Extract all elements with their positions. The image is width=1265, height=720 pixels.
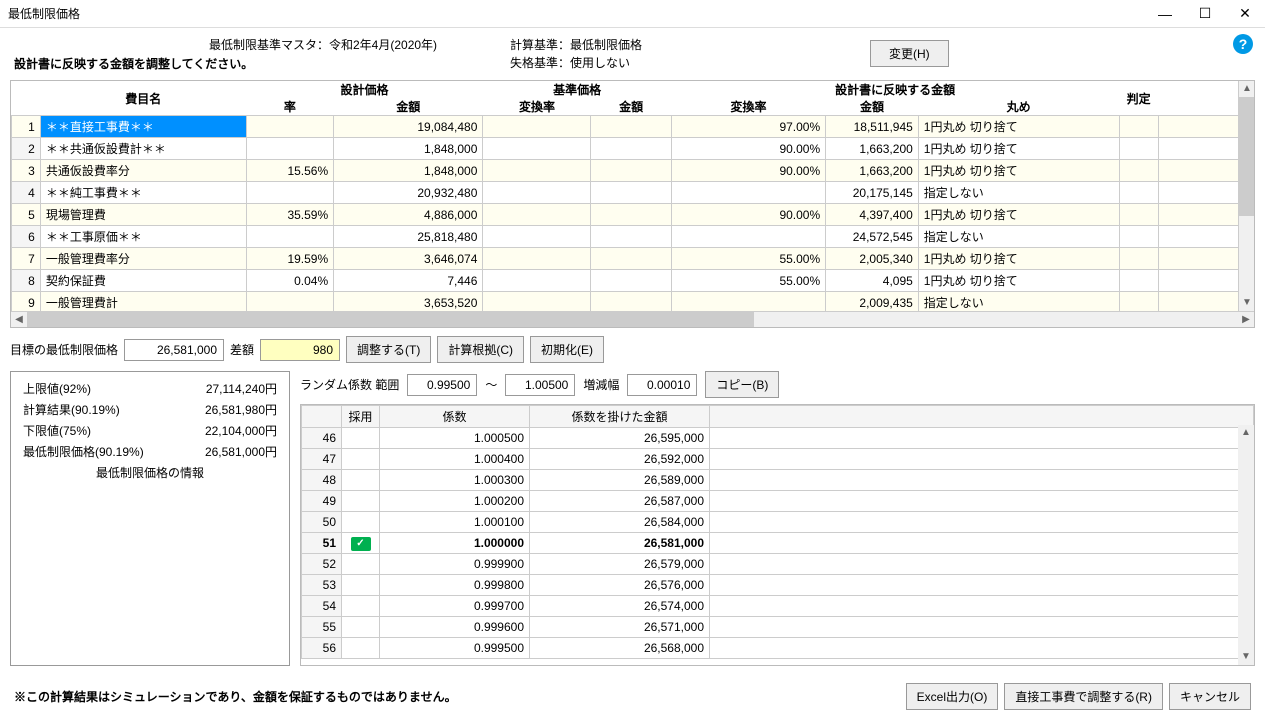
random-step-input[interactable] [627, 374, 697, 396]
col-judge: 判定 [1119, 81, 1158, 116]
random-min-input[interactable] [407, 374, 477, 396]
cancel-button[interactable]: キャンセル [1169, 683, 1251, 710]
table-row[interactable]: 4＊＊純工事費＊＊20,932,48020,175,145指定しない [12, 182, 1239, 204]
random-row[interactable]: 550.99960026,571,000 [302, 617, 1254, 638]
check-icon: ✓ [351, 537, 371, 551]
col-rate: 率 [246, 98, 333, 116]
tilde: ～ [485, 376, 497, 393]
random-row[interactable]: 520.99990026,579,000 [302, 554, 1254, 575]
col-reflect: 設計書に反映する金額 [671, 81, 1119, 98]
adjust-direct-button[interactable]: 直接工事費で調整する(R) [1004, 683, 1163, 710]
random-row[interactable]: 51✓1.00000026,581,000 [302, 533, 1254, 554]
diff-input[interactable] [260, 339, 340, 361]
maximize-button[interactable]: ☐ [1185, 0, 1225, 28]
step-label: 増減幅 [583, 376, 619, 393]
random-row[interactable]: 560.99950026,568,000 [302, 638, 1254, 659]
table-row[interactable]: 1＊＊直接工事費＊＊19,084,48097.00%18,511,9451円丸め… [12, 116, 1239, 138]
col-amount: 金額 [334, 98, 483, 116]
random-max-input[interactable] [505, 374, 575, 396]
table-row[interactable]: 3 共通仮設費率分15.56%1,848,00090.00%1,663,2001… [12, 160, 1239, 182]
info-row: 最低制限価格(90.19%)26,581,000円 [23, 443, 277, 460]
fail-basis-value: 使用しない [570, 54, 630, 71]
random-row[interactable]: 461.00050026,595,000 [302, 428, 1254, 449]
col-adopt: 採用 [342, 406, 380, 428]
copy-button[interactable]: コピー(B) [705, 371, 779, 398]
change-button[interactable]: 変更(H) [870, 40, 949, 67]
table-row[interactable]: 7一般管理費率分19.59%3,646,07455.00%2,005,3401円… [12, 248, 1239, 270]
close-button[interactable]: ✕ [1225, 0, 1265, 28]
help-icon[interactable]: ? [1233, 34, 1253, 54]
col-round: 丸め [918, 98, 1119, 116]
main-grid[interactable]: 費目名 設計価格 基準価格 設計書に反映する金額 判定 率 金額 変換率 金額 … [10, 80, 1255, 328]
minimize-button[interactable]: — [1145, 0, 1185, 28]
grid1-hscroll[interactable]: ◀ ▶ [11, 311, 1254, 327]
random-label: ランダム係数 範囲 [300, 376, 399, 393]
target-input[interactable] [124, 339, 224, 361]
col-base-amount: 金額 [591, 98, 671, 116]
fail-basis-label: 失格基準： [510, 54, 570, 71]
table-row[interactable]: 5現場管理費35.59%4,886,00090.00%4,397,4001円丸め… [12, 204, 1239, 226]
info-row: 計算結果(90.19%)26,581,980円 [23, 401, 277, 418]
calc-basis-label: 計算基準： [510, 36, 570, 53]
diff-label: 差額 [230, 341, 254, 358]
grid1-vscroll[interactable]: ▲ ▼ [1238, 81, 1254, 311]
col-item: 費目名 [40, 81, 246, 116]
random-row[interactable]: 540.99970026,574,000 [302, 596, 1254, 617]
col-refl-amount: 金額 [826, 98, 919, 116]
table-row[interactable]: 8契約保証費0.04%7,44655.00%4,0951円丸め 切り捨て [12, 270, 1239, 292]
info-box: 上限値(92%)27,114,240円計算結果(90.19%)26,581,98… [10, 371, 290, 666]
target-label: 目標の最低制限価格 [10, 341, 118, 358]
col-coeff: 係数 [380, 406, 530, 428]
random-grid[interactable]: 採用 係数 係数を掛けた金額 461.00050026,595,000471.0… [300, 404, 1255, 666]
info-row: 下限値(75%)22,104,000円 [23, 422, 277, 439]
random-row[interactable]: 491.00020026,587,000 [302, 491, 1254, 512]
info-title: 最低制限価格の情報 [23, 464, 277, 481]
excel-button[interactable]: Excel出力(O) [906, 683, 999, 710]
master-label: 最低制限基準マスタ：令和2年4月(2020年) [209, 36, 437, 53]
col-coeff-amount: 係数を掛けた金額 [530, 406, 710, 428]
table-row[interactable]: 2＊＊共通仮設費計＊＊1,848,00090.00%1,663,2001円丸め … [12, 138, 1239, 160]
table-row[interactable]: 6＊＊工事原価＊＊25,818,48024,572,545指定しない [12, 226, 1239, 248]
basis-button[interactable]: 計算根拠(C) [437, 336, 524, 363]
random-row[interactable]: 530.99980026,576,000 [302, 575, 1254, 596]
adjust-button[interactable]: 調整する(T) [346, 336, 431, 363]
footer-note: ※この計算結果はシミュレーションであり、金額を保証するものではありません。 [14, 688, 906, 705]
random-row[interactable]: 481.00030026,589,000 [302, 470, 1254, 491]
col-base-price: 基準価格 [483, 81, 671, 98]
titlebar: 最低制限価格 — ☐ ✕ [0, 0, 1265, 28]
init-button[interactable]: 初期化(E) [530, 336, 604, 363]
grid2-vscroll[interactable]: ▲ ▼ [1238, 425, 1254, 665]
col-design-price: 設計価格 [246, 81, 483, 98]
random-row[interactable]: 501.00010026,584,000 [302, 512, 1254, 533]
calc-basis-value: 最低制限価格 [570, 36, 642, 53]
col-conv-rate: 変換率 [483, 98, 591, 116]
col-conv-rate2: 変換率 [671, 98, 825, 116]
random-row[interactable]: 471.00040026,592,000 [302, 449, 1254, 470]
window-title: 最低制限価格 [8, 5, 1145, 22]
info-row: 上限値(92%)27,114,240円 [23, 380, 277, 397]
